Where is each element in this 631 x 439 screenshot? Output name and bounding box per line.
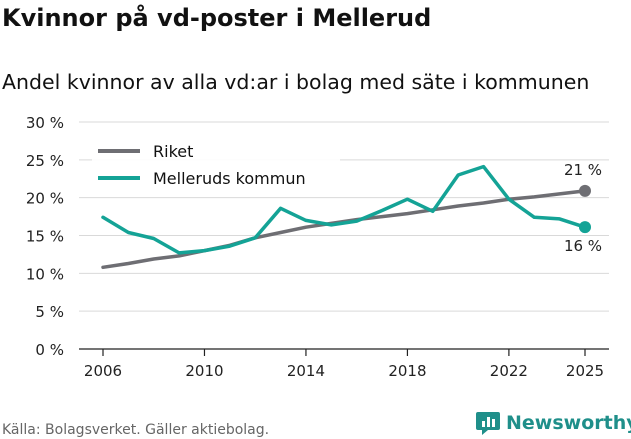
y-tick-label: 0 % (35, 341, 64, 359)
legend-label: Melleruds kommun (153, 169, 306, 188)
line-chart: 0 % 5 % 10 % 15 % 20 % 25 % 30 % 2006 2010 2014 20… (26, 114, 609, 380)
data-label: 21 % (564, 161, 602, 179)
series-line-mellerud (101, 164, 587, 255)
y-tick-label: 25 % (26, 152, 64, 170)
y-tick-label: 5 % (35, 303, 64, 321)
x-tick-label: 2014 (287, 362, 325, 380)
x-tick-label: 2006 (84, 362, 122, 380)
x-tick-label: 2010 (185, 362, 223, 380)
series-end-point (579, 221, 591, 234)
y-tick-label: 20 % (26, 190, 64, 208)
x-tick-label: 2022 (490, 362, 528, 380)
brand-name: Newsworthy (506, 412, 631, 434)
x-tick-label: 2025 (566, 362, 604, 380)
data-label: 16 % (564, 237, 602, 255)
series-end-point (579, 184, 591, 197)
legend-label: Riket (153, 142, 193, 161)
chart-subtitle: Andel kvinnor av alla vd:ar i bolag med … (2, 70, 590, 94)
y-tick-label: 15 % (26, 228, 64, 246)
y-tick-label: 10 % (26, 265, 64, 283)
chart-title: Kvinnor på vd-poster i Mellerud (2, 4, 432, 32)
source-note: Källa: Bolagsverket. Gäller aktiebolag. (2, 422, 270, 438)
brand-logo: Newsworthy (476, 408, 631, 438)
y-tick-label: 30 % (26, 114, 64, 132)
legend-background (92, 134, 340, 193)
newsworthy-logo-icon (476, 412, 500, 435)
x-tick-label: 2018 (388, 362, 426, 380)
